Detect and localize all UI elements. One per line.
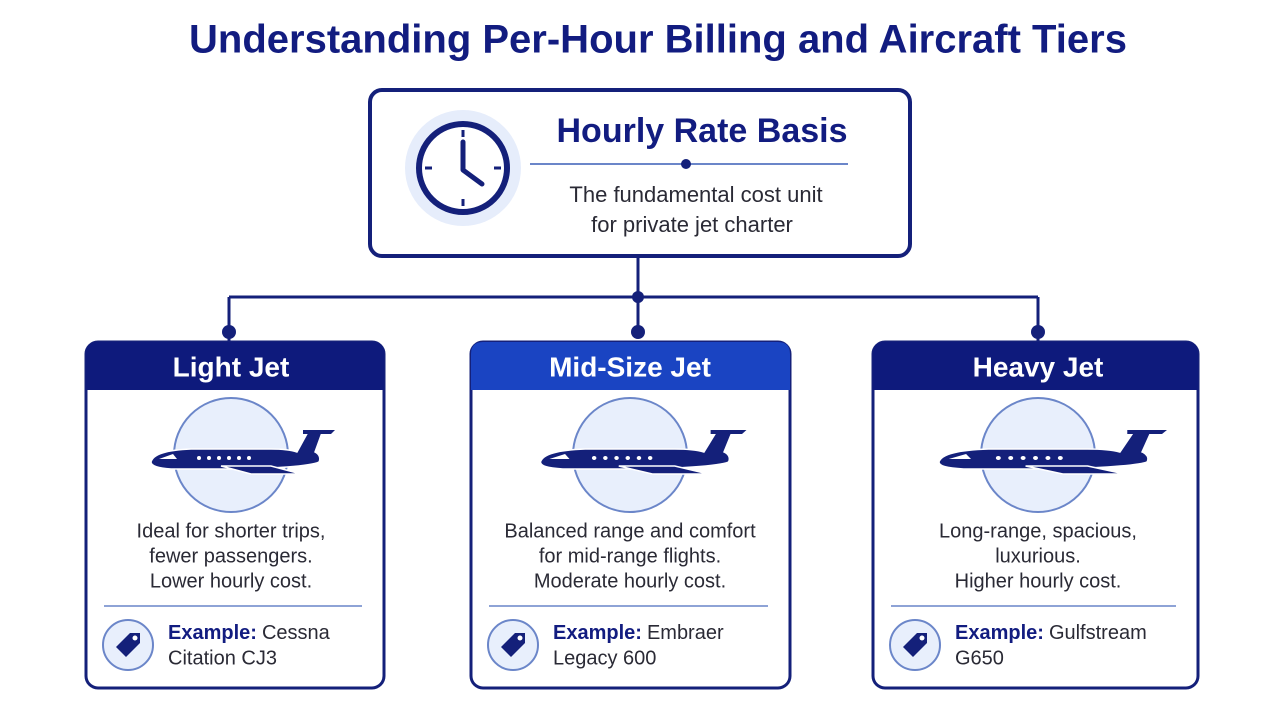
tier-card: Light Jet Ideal for shorter trips, fewer p… [84, 340, 386, 690]
tier-name: Mid-Size Jet [549, 351, 711, 382]
example-label: Example: [168, 622, 257, 644]
plane-cockpit [948, 454, 972, 459]
plane-window [1045, 456, 1051, 460]
example-label: Example: [955, 622, 1044, 644]
plane-window [603, 456, 608, 460]
tier-description: luxurious. [995, 545, 1081, 567]
example-model: Legacy 600 [553, 647, 656, 669]
tier-name: Heavy Jet [973, 351, 1104, 382]
plane-window [614, 456, 619, 460]
tier-description: fewer passengers. [149, 545, 312, 567]
connector-dots [222, 291, 1045, 339]
tier-card: Heavy Jet Long-range, spacious, luxurious.… [871, 340, 1200, 690]
plane-window [995, 456, 1001, 460]
example-label: Example: [553, 622, 642, 644]
plane-window [227, 456, 231, 460]
plane-window [217, 456, 221, 460]
tier-card: Mid-Size Jet Balanced range and comfort fo… [469, 340, 792, 690]
plane-window [1057, 456, 1063, 460]
tier-name: Light Jet [173, 351, 290, 382]
plane-window [1033, 456, 1038, 460]
tier-cards: Light Jet Ideal for shorter trips, fewer p… [84, 340, 1200, 690]
plane-body [937, 429, 1154, 470]
plane-tail [303, 430, 335, 434]
plane-tail [710, 430, 747, 434]
root-description: for private jet charter [591, 212, 793, 237]
tier-description: for mid-range flights. [539, 545, 721, 567]
tier-description: Higher hourly cost. [955, 570, 1122, 592]
card-header [873, 342, 1198, 390]
plane-window [237, 456, 241, 460]
root-heading: Hourly Rate Basis [557, 112, 848, 150]
tier-description: Lower hourly cost. [150, 570, 312, 592]
plane-body [150, 429, 325, 470]
tier-description: Long-range, spacious, [939, 520, 1137, 542]
example-model: G650 [955, 647, 1004, 669]
divider-dot [681, 159, 691, 169]
clock-hands [460, 139, 485, 187]
example-model: Citation CJ3 [168, 647, 277, 669]
plane-cockpit [549, 454, 570, 459]
tag-hole [919, 635, 925, 641]
clock-ticks [425, 130, 501, 206]
plane-window [625, 456, 630, 460]
card-header [86, 342, 384, 390]
page-title: Understanding Per-Hour Billing and Aircr… [189, 18, 1127, 62]
plane-icon [539, 429, 747, 475]
plane-cockpit [159, 454, 177, 459]
example-model: Embraer [647, 622, 724, 644]
plane-window [1020, 456, 1026, 460]
example-line: Example: Embraer [553, 622, 724, 644]
example-model: Gulfstream [1049, 622, 1147, 644]
plane-wing [618, 465, 709, 475]
root-description: The fundamental cost unit [569, 182, 822, 207]
tier-description: Ideal for shorter trips, [137, 520, 326, 542]
example-line: Example: Cessna [168, 622, 331, 644]
plane-window [636, 456, 642, 460]
plane-window [207, 456, 211, 460]
plane-icon [937, 429, 1167, 475]
example-line: Example: Gulfstream [955, 622, 1147, 644]
tag-hole [132, 635, 138, 641]
tag-hole [517, 635, 523, 641]
plane-window [197, 456, 201, 460]
tier-description: Moderate hourly cost. [534, 570, 726, 592]
tier-description: Balanced range and comfort [504, 520, 756, 542]
example-model: Cessna [262, 622, 331, 644]
card-header [471, 342, 790, 390]
plane-tail [1127, 430, 1167, 434]
plane-body [539, 429, 735, 470]
plane-wing [1025, 465, 1126, 475]
plane-icon [150, 429, 335, 475]
plane-window [247, 456, 251, 460]
plane-window [591, 456, 597, 460]
plane-window [647, 456, 653, 460]
plane-wing [220, 465, 302, 475]
plane-window [1008, 456, 1014, 460]
